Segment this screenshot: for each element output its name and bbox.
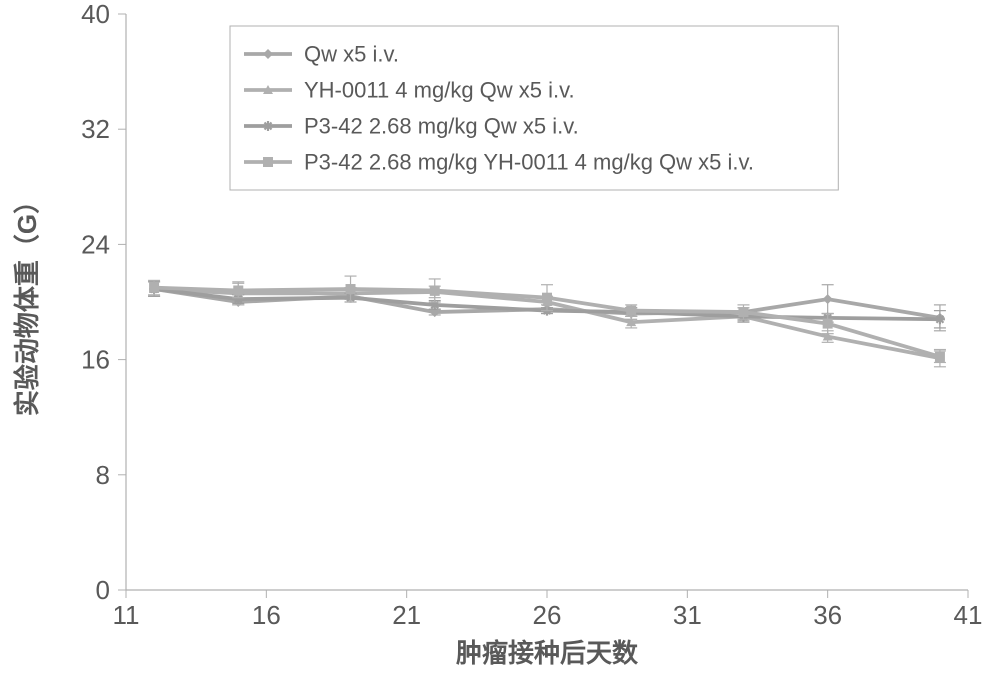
series-combo — [148, 276, 946, 362]
x-axis-title: 肿瘤接种后天数 — [456, 638, 639, 668]
marker-square — [823, 319, 833, 329]
marker-diamond — [823, 294, 833, 304]
y-tick-label: 8 — [96, 460, 110, 490]
marker-square — [626, 306, 636, 316]
y-axis-title: 实验动物体重（G） — [12, 188, 42, 416]
legend-item-combo: P3-42 2.68 mg/kg YH-0011 4 mg/kg Qw x5 i… — [244, 150, 754, 175]
legend-label: P3-42 2.68 mg/kg YH-0011 4 mg/kg Qw x5 i… — [304, 150, 754, 175]
y-tick-label: 24 — [81, 229, 110, 259]
marker-square — [263, 157, 273, 167]
legend-label: Qw x5 i.v. — [304, 42, 399, 67]
legend-label: YH-0011 4 mg/kg Qw x5 i.v. — [304, 78, 575, 103]
marker-square — [542, 293, 552, 303]
marker-square — [935, 352, 945, 362]
x-tick-label: 11 — [113, 600, 140, 630]
chart-container: 0 8 16 24 32 40 11 16 21 26 31 36 41 实验动物体重（G） 肿瘤接种后天数… — [0, 0, 1000, 677]
chart-svg: 0 8 16 24 32 40 11 16 21 26 31 36 41 实验动物体重（G） 肿瘤接种后天数… — [0, 0, 1000, 677]
marker-square — [738, 307, 748, 317]
x-tick-label: 16 — [252, 600, 281, 630]
x-tick-label: 36 — [813, 600, 842, 630]
marker-square — [430, 285, 440, 295]
legend-label: P3-42 2.68 mg/kg Qw x5 i.v. — [304, 114, 579, 139]
x-tick-label: 21 — [392, 600, 421, 630]
marker-square — [149, 283, 159, 293]
y-tick-label: 16 — [81, 345, 110, 375]
y-tick-label: 0 — [96, 575, 110, 605]
marker-square — [346, 284, 356, 294]
y-tick-label: 32 — [81, 114, 110, 144]
legend: Qw x5 i.v. YH-0011 4 mg/kg Qw x5 i.v. P3-4… — [230, 26, 838, 190]
marker-square — [233, 285, 243, 295]
x-tick-label: 41 — [954, 600, 983, 630]
x-tick-label: 26 — [533, 600, 562, 630]
y-tick-label: 40 — [81, 0, 110, 29]
x-tick-label: 31 — [673, 600, 702, 630]
